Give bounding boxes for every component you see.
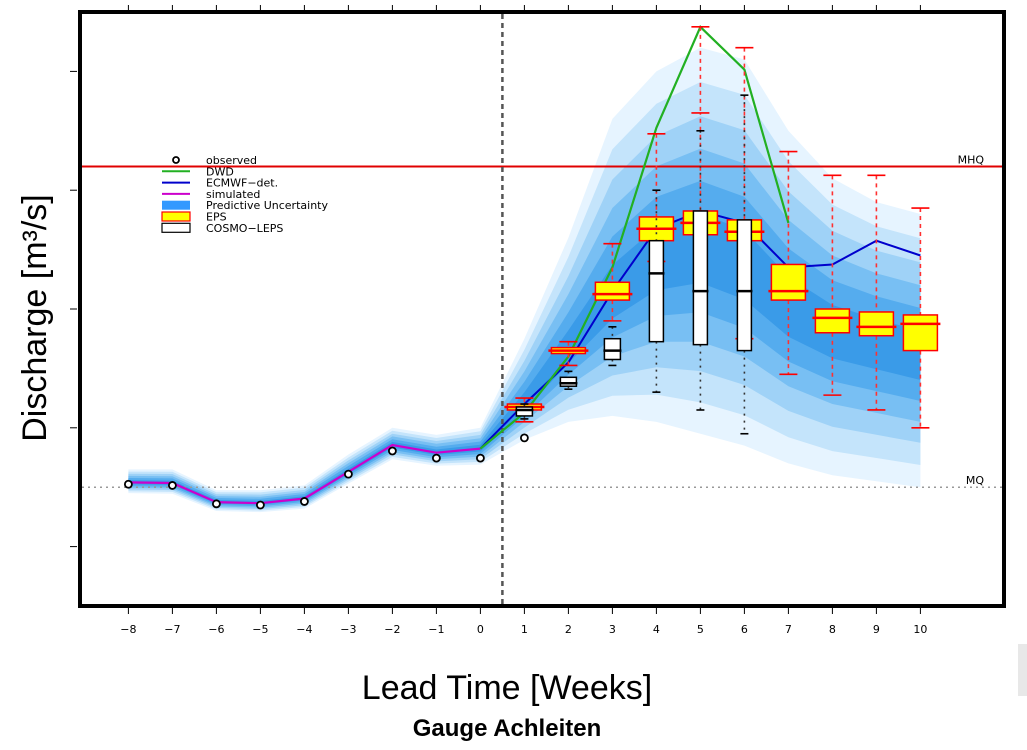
legend-label: ECMWF−det. [206,177,278,190]
legend-item: observed [172,154,257,167]
cosmo-leps-iqr-box [515,406,534,417]
uncertainty-band-6 [128,213,921,505]
x-tick-label: 10 [913,623,927,636]
cosmo-leps-iqr-box [603,337,622,361]
legend-item: COSMO−LEPS [161,222,283,235]
x-tick-label: 1 [521,623,528,636]
ref-label-mq: MQ [966,474,984,487]
observed-point [123,479,133,489]
observed-point [255,500,265,510]
legend-label: simulated [206,188,260,201]
observed-points [123,433,529,510]
eps-box-week-2 [548,340,589,367]
eps-iqr-box [814,308,851,334]
eps-box-week-10 [900,207,941,429]
x-tick-label: 9 [873,623,880,636]
x-tick-label: 0 [477,623,484,636]
eps-iqr-box [902,314,939,352]
eps-box-week-7 [768,150,809,376]
x-tick-label: 5 [697,623,704,636]
cosmo-leps-box-week-5 [692,130,709,411]
legend-label: observed [206,154,257,167]
cosmo-leps-iqr-box [559,376,578,387]
x-tick-label: 3 [609,623,616,636]
legend-symbol-rect [161,222,191,233]
legend-item: ECMWF−det. [162,177,278,190]
cosmo-leps-box-week-3 [603,326,622,367]
x-tick-label: 2 [565,623,572,636]
eps-box-week-3 [592,242,633,322]
uncertainty-bands [128,47,921,513]
observed-point [520,433,529,443]
legend-symbol-circle [172,156,180,164]
cosmo-leps-iqr-box [692,210,709,346]
eps-iqr-box [770,263,807,301]
observed-point [299,497,309,506]
reference-lines: MHQ MQ [82,14,1002,604]
x-tick-label: −3 [340,623,356,636]
observed-point [343,469,353,479]
edge-tab [1018,644,1027,696]
legend-label: COSMO−LEPS [206,222,283,235]
x-tick-label: 6 [741,623,748,636]
cosmo-leps-box-week-4 [648,189,665,393]
legend-label: Predictive Uncertainty [206,199,328,212]
observed-point [211,499,221,509]
cosmo-leps-box-week-6 [736,94,753,435]
cosmo-leps-iqr-box [648,239,665,343]
cosmo-leps-iqr-box [736,219,753,352]
plot-frame [78,10,1006,608]
x-axis-label: Lead Time [Weeks] [362,669,652,707]
ref-label-mhq: MHQ [958,153,985,166]
eps-box-week-8 [812,174,853,396]
observed-point [167,481,177,490]
eps-iqr-box [594,281,631,301]
x-tick-label: 4 [653,623,660,636]
eps-box-week-9 [856,174,897,411]
legend-item: Predictive Uncertainty [162,199,328,212]
x-tick-label: 8 [829,623,836,636]
eps-iqr-box [858,311,895,337]
x-tick-label: −5 [252,623,268,636]
x-tick-label: 7 [785,623,792,636]
observed-point [475,453,485,463]
x-tick-label: −7 [164,623,180,636]
legend-label: EPS [206,211,227,224]
legend-item: DWD [162,165,234,178]
axes: −8 −7 −6 −5 −4 −3 −2 −1 0 1 2 3 4 5 6 7 8 9 10 [70,5,927,636]
legend-symbol-rect [162,200,190,210]
y-axis-label: Discharge [m³/s] [16,194,54,442]
cosmo-leps-box-week-2 [559,370,578,390]
x-tick-label: −1 [428,623,444,636]
legend-item: EPS [161,211,227,224]
chart-title: Gauge Achleiten [413,715,601,742]
x-tick-label: −6 [208,623,224,636]
legend-symbol-rect [161,211,191,222]
x-tick-label: −8 [120,623,136,636]
observed-point [387,446,397,456]
cosmo-leps-box-week-1 [515,403,534,420]
legend: observedDWDECMWF−det.simulatedPredictive… [161,154,328,235]
observed-point [431,453,441,463]
legend-label: DWD [206,165,234,178]
boxplots [504,26,941,435]
x-tick-label: −2 [384,623,400,636]
legend-item: simulated [162,188,260,201]
x-tick-label: −4 [296,623,312,636]
